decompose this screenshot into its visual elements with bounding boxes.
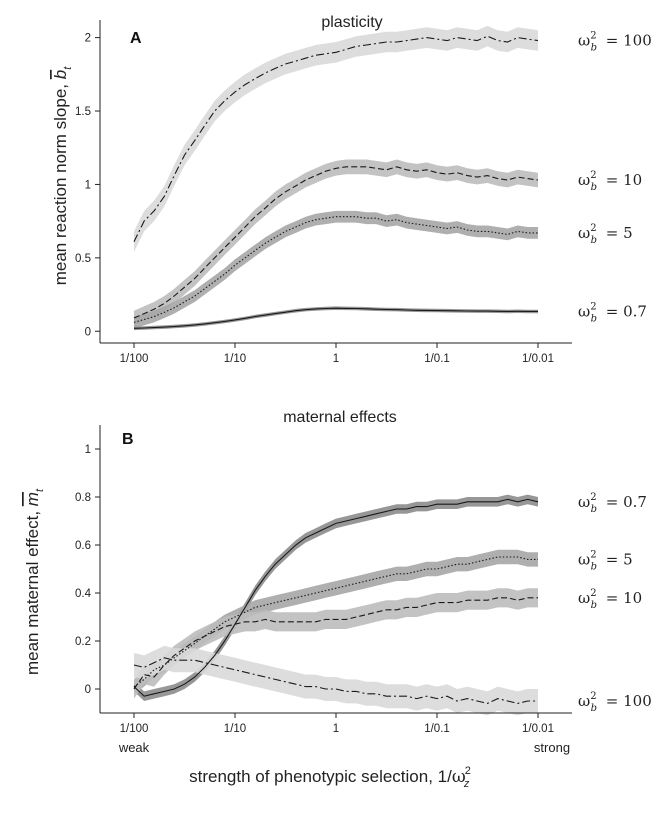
panel-b-y-tick-label-5: 1 [85, 444, 91, 456]
panel-a-letter: A [130, 30, 142, 47]
panel-a-title: plasticity [321, 14, 382, 31]
panel-a-series-label-0: ω2 b = 100 [578, 31, 652, 54]
panel-a-x-tick-label-2: 1 [333, 353, 339, 365]
panel-a-series-line-0 [133, 35, 539, 242]
x-label-subscript: z [463, 778, 470, 790]
panel-b-y-label-symbol: m [23, 492, 42, 506]
panel-a-series-line-3 [133, 307, 538, 329]
panel-a-lines [133, 35, 539, 329]
panel-b-band-3 [134, 645, 538, 716]
panel-b-x-tick-label-3: 1/0.1 [424, 723, 450, 735]
panel-b-y-label-subscript: t [34, 488, 46, 492]
panel-a-y-tick-label-1: 0.5 [75, 253, 91, 265]
panel-a-x-tick-label-1: 1/10 [224, 353, 246, 365]
panel-b-series-line-2 [133, 597, 538, 690]
panel-a-band-3 [134, 306, 538, 331]
panel-b-bands [134, 494, 538, 716]
panel-b-series-line-1 [133, 556, 538, 688]
panel-a-series-line-2 [133, 216, 538, 323]
panel-a-y-axis-label: mean reaction norm slope, bt [51, 66, 74, 285]
svg-text:mean maternal effect, mt: mean maternal effect, mt [23, 488, 46, 675]
x-label-superscript: 2 [465, 765, 471, 777]
panel-a-x-tick-label-0: 1/100 [120, 353, 149, 365]
x-end-label-strong: strong [534, 740, 570, 755]
panel-a-band-1 [134, 159, 538, 326]
panel-a-series-label-2: ω2 b = 5 [578, 223, 633, 246]
panel-a-x-tick-label-3: 1/0.1 [424, 353, 450, 365]
panel-a-axes: 0 0.5 1 1.5 2 1/100 1/10 1 1/0.1 1/0.01 [75, 20, 572, 365]
panel-a-y-label-prefix: mean reaction norm slope, [51, 79, 70, 285]
panel-b-series-line-3 [133, 657, 538, 704]
x-end-label-weak: weak [118, 740, 150, 755]
panel-b-letter: B [122, 431, 134, 448]
panel-b-y-label-prefix: mean maternal effect, [23, 506, 42, 675]
panel-b-y-tick-label-4: 0.8 [75, 492, 91, 504]
panel-a-y-label-subscript: t [62, 66, 74, 70]
panel-b-y-tick-label-3: 0.6 [75, 540, 91, 552]
panel-b-series-labels: ω2 b = 0.7 ω2 b = 5 ω2 b = 10 ω2 b = 100 [578, 492, 652, 714]
x-label-prefix: strength of phenotypic selection, 1/ [189, 767, 452, 786]
panel-a-band-0 [134, 25, 538, 253]
panel-b-series-label-1: ω2 b = 5 [578, 549, 633, 572]
panel-a-y-tick-label-0: 0 [85, 326, 91, 338]
panel-a-bands [134, 25, 538, 331]
panel-b-band-2 [134, 588, 538, 699]
panel-b: 0 0.2 0.4 0.6 0.8 1 1/100 1/10 1 1/0.1 1/0.01 B ma… [23, 409, 652, 735]
panel-a-series-labels: ω2 b = 100 ω2 b = 10 ω2 b = 5 ω2 b = 0.7 [578, 31, 652, 325]
panel-a-y-tick-label-4: 2 [85, 33, 91, 45]
panel-b-series-line-0 [133, 498, 539, 697]
panel-a-y-tick-label-2: 1 [85, 179, 91, 191]
x-label-symbol: ω [452, 767, 466, 787]
panel-b-axes: 0 0.2 0.4 0.6 0.8 1 1/100 1/10 1 1/0.1 1/0.01 [75, 425, 572, 735]
panel-a-x-tick-label-4: 1/0.01 [522, 353, 554, 365]
panel-a-series-label-1: ω2 b = 10 [578, 170, 642, 193]
panel-b-series-label-3: ω2 b = 100 [578, 691, 652, 714]
panel-b-y-tick-label-2: 0.4 [75, 588, 92, 600]
panel-a-series-label-3: ω2 b = 0.7 [578, 301, 647, 324]
svg-text:mean reaction norm slope, bt: mean reaction norm slope, bt [51, 66, 74, 285]
panel-a-y-label-symbol: b [51, 70, 70, 79]
panel-a-series-line-1 [133, 166, 539, 319]
panel-b-series-label-0: ω2 b = 0.7 [578, 492, 647, 515]
panel-b-series-label-2: ω2 b = 10 [578, 588, 642, 611]
panel-b-x-tick-label-2: 1 [333, 723, 339, 735]
panel-b-title: maternal effects [283, 409, 397, 426]
panel-b-x-tick-label-4: 1/0.01 [522, 723, 554, 735]
panel-b-lines [133, 498, 539, 704]
panel-b-x-tick-label-0: 1/100 [120, 723, 149, 735]
panel-b-y-axis-label: mean maternal effect, mt [23, 488, 46, 675]
panel-b-y-tick-label-1: 0.2 [75, 636, 91, 648]
panel-b-x-tick-label-1: 1/10 [224, 723, 246, 735]
panel-b-y-tick-label-0: 0 [85, 684, 91, 696]
panel-a: 0 0.5 1 1.5 2 1/100 1/10 1 1/0.1 1/0.01 A plastic… [51, 14, 652, 365]
x-axis-label: strength of phenotypic selection, 1/ω2 z [189, 765, 471, 790]
panel-a-y-tick-label-3: 1.5 [75, 106, 91, 118]
